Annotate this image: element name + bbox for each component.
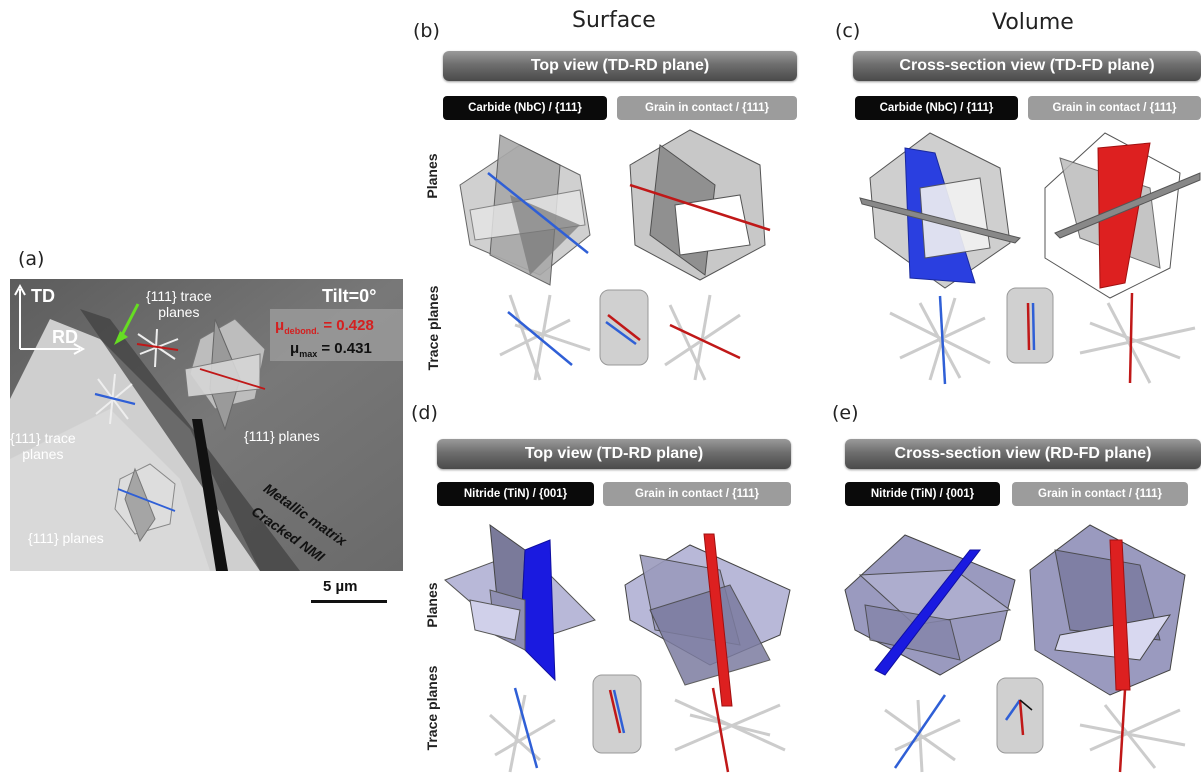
trace-star-top [136, 328, 179, 368]
panel-e-banner: Cross-section view (RD-FD plane) [845, 439, 1201, 469]
trace-label-top: {111} trace planes [146, 288, 212, 320]
panel-b-banner: Top view (TD-RD plane) [443, 51, 797, 81]
panel-d-banner: Top view (TD-RD plane) [437, 439, 791, 469]
mu-debond-sub: debond. [284, 326, 320, 336]
mu-max-symbol: μ [290, 340, 300, 357]
trace-label-left-line1: {111} trace [10, 430, 76, 446]
panel-b-tag-right: Grain in contact / {111} [617, 96, 797, 120]
panel-d-tag-right: Grain in contact / {111} [603, 482, 791, 506]
panel-e-nitride-planes [844, 534, 1016, 676]
crystal-planes-bottom [114, 463, 176, 543]
row-planes-top: Planes [424, 153, 440, 199]
td-label: TD [31, 286, 55, 306]
panel-e-figure [844, 524, 1186, 773]
trace-label-left: {111} trace planes [10, 430, 76, 462]
panel-e-grain-planes [1029, 524, 1186, 696]
row-trace-top: Trace planes [425, 285, 441, 371]
mu-max: μmax = 0.431 [290, 340, 372, 359]
panel-b-carbide-planes [459, 134, 591, 286]
panel-c-tag-left: Carbide (NbC) / {111} [855, 96, 1018, 120]
panel-d-tag-left: Nitride (TiN) / {001} [437, 482, 594, 506]
panel-b-figure [459, 129, 771, 381]
scale-label: 5 µm [323, 578, 358, 595]
panel-c-trace-right [1079, 292, 1196, 384]
mu-debond: μdebond. = 0.428 [275, 317, 374, 336]
panel-c-banner: Cross-section view (TD-FD plane) [853, 51, 1201, 81]
tilt-label: Tilt=0° [322, 286, 377, 306]
trace-label-left-line2: planes [22, 446, 64, 462]
panel-c-trace-left [889, 295, 991, 385]
panel-b-trace-right [664, 294, 741, 381]
scale-bar [311, 600, 387, 603]
panel-d-trace-right [674, 687, 786, 773]
panel-c-carbide-planes [859, 132, 1021, 289]
panel-e-trace-right [1079, 689, 1186, 773]
trace-label-top-line2: planes [158, 304, 200, 320]
panel-e-trace-left [884, 694, 961, 773]
panel-d-letter: (d) [411, 402, 438, 424]
panel-b-letter: (b) [413, 20, 440, 42]
rd-label: RD [52, 327, 78, 347]
friction-box [270, 309, 403, 361]
sem-micrograph [10, 279, 403, 571]
mu-debond-symbol: μ [275, 317, 285, 334]
planes-label-bottom: {111} planes [28, 530, 104, 546]
mu-max-value: = 0.431 [321, 340, 372, 357]
trace-label-top-line1: {111} trace [146, 288, 212, 304]
panel-d-nitride-planes [444, 523, 596, 682]
panel-c-grain-planes [1044, 132, 1201, 299]
panel-e-letter: (e) [832, 402, 859, 424]
col-surface: Surface [572, 8, 656, 33]
panel-d-grain-planes [624, 533, 791, 707]
col-volume: Volume [992, 10, 1074, 35]
panel-a-letter: (a) [18, 248, 45, 270]
panel-b-grain-planes [629, 129, 771, 281]
panel-e-tag-right: Grain in contact / {111} [1012, 482, 1188, 506]
panel-c-tag-right: Grain in contact / {111} [1028, 96, 1201, 120]
panel-e-inset [996, 677, 1044, 754]
planes-label-right: {111} planes [244, 428, 320, 444]
td-rd-axes [14, 283, 86, 355]
panel-c-figure [859, 132, 1201, 385]
panel-d-inset [592, 674, 642, 754]
panel-d-trace-left [488, 687, 556, 773]
mu-debond-value: = 0.428 [323, 317, 374, 334]
panel-b-tag-left: Carbide (NbC) / {111} [443, 96, 607, 120]
panel-d-figure [444, 523, 791, 773]
panel-c-inset [1006, 287, 1054, 364]
panel-c-letter: (c) [835, 20, 861, 42]
green-arrow [114, 303, 140, 345]
trace-star-left [94, 373, 136, 425]
crystal-planes-right [184, 318, 266, 431]
panel-e-tag-left: Nitride (TiN) / {001} [845, 482, 1000, 506]
panel-b-trace-left [499, 294, 591, 381]
mu-max-sub: max [299, 349, 318, 359]
